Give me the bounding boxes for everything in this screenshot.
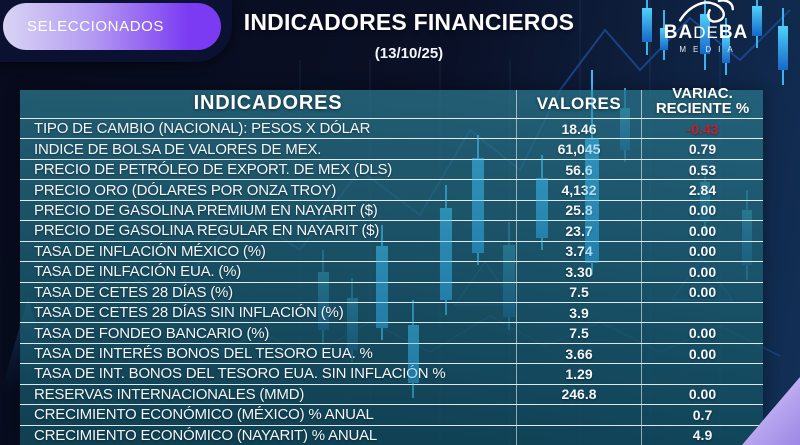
indicator-value: 3.9 (516, 302, 641, 323)
logo-text-ba1: BA (663, 22, 694, 43)
column-header-variac: VARIAC. RECIENTE % (641, 86, 763, 118)
badeba-logo: BADEBA MEDIA (638, 0, 774, 54)
indicator-value: 18.46 (516, 119, 641, 139)
report-date: (13/10/25) (374, 45, 444, 62)
column-header-valores: VALORES (516, 90, 641, 118)
table-row: TASA DE INT. BONOS DEL TESORO EUA. SIN I… (20, 363, 763, 384)
indicator-label: TASA DE CETES 28 DÍAS (%) (34, 283, 233, 301)
table-row: INDICE DE BOLSA DE VALORES DE MEX. 61,04… (20, 138, 763, 159)
indicator-variation (641, 364, 763, 384)
indicator-label: TASA DE INTERÉS BONOS DEL TESORO EUA. % (34, 345, 373, 363)
page-title: INDICADORES FINANCIEROS (243, 9, 575, 35)
indicator-label: TASA DE INT. BONOS DEL TESORO EUA. SIN I… (34, 365, 446, 383)
indicator-variation: 0.00 (641, 343, 763, 364)
indicator-label: PRECIO DE PETRÓLEO DE EXPORT. DE MEX (DL… (34, 161, 393, 179)
indicator-label: CRECIMIENTO ECONÓMICO (MÉXICO) % ANUAL (34, 406, 374, 424)
title-block: INDICADORES FINANCIEROS (13/10/25) (230, 9, 588, 62)
logo-subtitle: MEDIA (679, 45, 740, 54)
table-row: PRECIO DE GASOLINA PREMIUM EN NAYARIT ($… (20, 199, 763, 221)
indicator-variation: 0.00 (641, 200, 763, 221)
indicator-variation: -0.43 (641, 119, 763, 139)
indicator-value (516, 425, 641, 445)
table-row: PRECIO DE PETRÓLEO DE EXPORT. DE MEX (DL… (20, 158, 763, 180)
indicator-value: 7.5 (516, 323, 641, 343)
indicator-variation: 0.7 (641, 405, 763, 425)
indicator-label: CRECIMIENTO ECONÓMICO (NAYARIT) % ANUAL (34, 426, 378, 444)
indicator-value: 56.6 (516, 159, 641, 180)
table-row: CRECIMIENTO ECONÓMICO (MÉXICO) % ANUAL 0… (20, 404, 763, 425)
indicator-variation: 0.00 (641, 323, 763, 343)
column-header-variac-line1: VARIAC. (672, 85, 733, 102)
indicator-variation: 0.79 (641, 139, 763, 159)
indicator-variation (641, 302, 763, 323)
table-row: RESERVAS INTERNACIONALES (MMD) 246.8 0.0… (20, 383, 763, 405)
indicator-label: TASA DE CETES 28 DÍAS SIN INFLACIÓN (%) (34, 304, 344, 322)
indicator-value: 23.7 (516, 221, 641, 241)
indicator-value: 246.8 (516, 384, 641, 405)
indicator-label: RESERVAS INTERNACIONALES (MMD) (34, 385, 305, 403)
indicator-label: PRECIO ORO (DÓLARES POR ONZA TROY) (34, 181, 337, 199)
column-header-indicadores: INDICADORES (193, 92, 343, 114)
indicator-variation: 4.9 (641, 425, 763, 445)
table-row: TASA DE INFLACIÓN MÉXICO (%) 3.74 0.00 (20, 240, 763, 262)
indicator-value: 7.5 (516, 282, 641, 302)
table-row: TASA DE CETES 28 DÍAS (%) 7.5 0.00 (20, 281, 763, 302)
indicator-label: PRECIO DE GASOLINA PREMIUM EN NAYARIT ($… (34, 201, 378, 219)
table-row: TASA DE CETES 28 DÍAS SIN INFLACIÓN (%) … (20, 301, 763, 323)
indicator-variation: 0.00 (641, 282, 763, 302)
table-row: CRECIMIENTO ECONÓMICO (NAYARIT) % ANUAL … (20, 424, 763, 445)
indicator-variation: 0.00 (641, 241, 763, 262)
indicators-table: INDICADORES VALORES VARIAC. RECIENTE % T… (20, 86, 763, 445)
indicator-variation: 0.00 (641, 221, 763, 241)
table-row: PRECIO ORO (DÓLARES POR ONZA TROY) 4,132… (20, 179, 763, 200)
indicator-variation: 2.84 (641, 180, 763, 200)
indicator-label: TIPO DE CAMBIO (NACIONAL): PESOS X DÓLAR (34, 120, 371, 138)
column-header-variac-line2: RECIENTE % (655, 100, 750, 117)
logo-wordmark: BADEBA (638, 22, 774, 43)
table-row: TASA DE INTERÉS BONOS DEL TESORO EUA. % … (20, 342, 763, 364)
indicator-label: TASA DE FONDEO BANCARIO (%) (34, 324, 270, 342)
indicator-value: 3.30 (516, 262, 641, 282)
indicator-variation: 0.00 (641, 384, 763, 405)
table-row: TASA DE INLFACIÓN EUA. (%) 3.30 0.00 (20, 261, 763, 282)
indicator-label: TASA DE INLFACIÓN EUA. (%) (34, 263, 242, 281)
logo-text-de: DE (693, 23, 719, 42)
indicator-value: 4,132 (516, 180, 641, 200)
indicator-label: TASA DE INFLACIÓN MÉXICO (%) (34, 242, 266, 260)
badeba-logo-icon (678, 0, 734, 23)
indicator-variation: 0.00 (641, 262, 763, 282)
indicator-value: 3.74 (516, 241, 641, 262)
indicator-value: 25.8 (516, 200, 641, 221)
table-row: TIPO DE CAMBIO (NACIONAL): PESOS X DÓLAR… (20, 118, 763, 139)
table-header-row: INDICADORES VALORES VARIAC. RECIENTE % (20, 86, 763, 118)
logo-text-ba2: BA (718, 22, 749, 43)
indicator-value: 1.29 (516, 364, 641, 384)
indicator-label: INDICE DE BOLSA DE VALORES DE MEX. (34, 140, 322, 158)
corner-panel: SELECCIONADOS (0, 0, 232, 62)
indicator-value (516, 405, 641, 425)
indicator-value: 61,045 (516, 139, 641, 159)
table-row: PRECIO DE GASOLINA REGULAR EN NAYARIT ($… (20, 220, 763, 241)
selected-badge: SELECCIONADOS (3, 3, 221, 50)
indicator-value: 3.66 (516, 343, 641, 364)
table-row: TASA DE FONDEO BANCARIO (%) 7.5 0.00 (20, 322, 763, 343)
indicator-variation: 0.53 (641, 159, 763, 180)
table-rows: TIPO DE CAMBIO (NACIONAL): PESOS X DÓLAR… (20, 118, 763, 445)
indicator-label: PRECIO DE GASOLINA REGULAR EN NAYARIT ($… (34, 222, 380, 240)
